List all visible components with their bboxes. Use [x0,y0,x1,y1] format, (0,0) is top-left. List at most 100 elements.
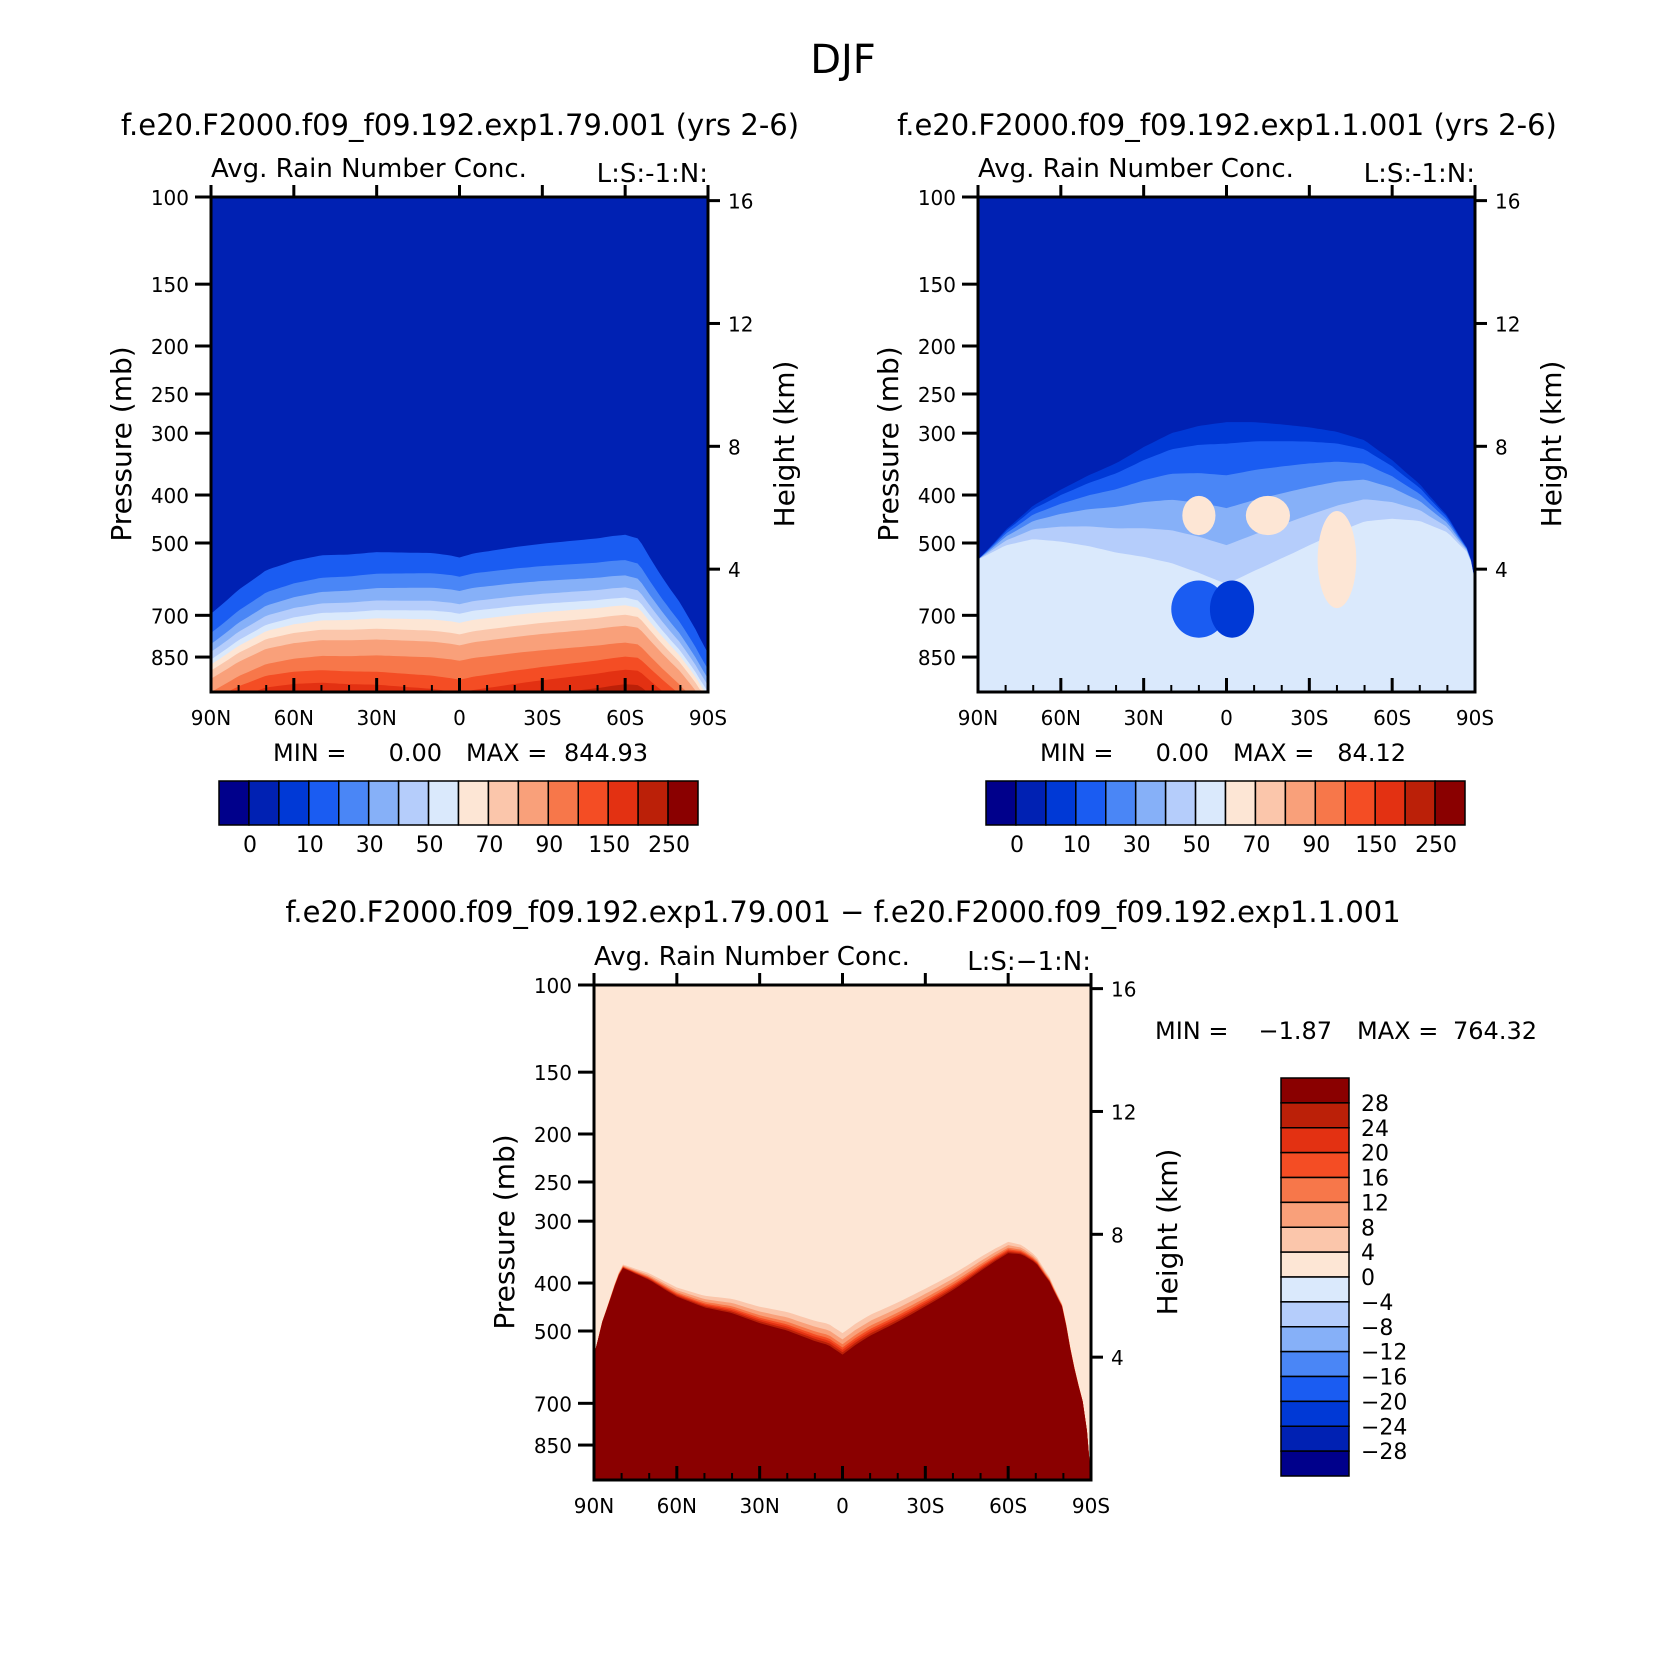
x-tick-label: 30S [906,1494,944,1518]
y2-tick-label: 4 [1111,1346,1124,1370]
colorbar-label: 4 [1361,1241,1375,1266]
colorbar-label: −28 [1361,1440,1407,1465]
x-tick-label: 90S [1072,1494,1110,1518]
colorbar-box [1015,780,1047,826]
y-tick-label: 250 [918,383,956,407]
figure-title: DJF [810,37,876,83]
y2-tick-label: 16 [1111,978,1136,1002]
colorbar-box [1280,1201,1350,1228]
colorbar-label: 70 [1242,833,1270,858]
colorbar-box [1105,780,1137,826]
colorbar-box [1134,780,1167,826]
min-value: −1.87 [1258,1017,1332,1045]
x-tick-label: 60S [1373,706,1411,730]
colorbar-box [577,780,609,826]
min-label: MIN = [1155,1017,1228,1045]
y2-tick-label: 8 [1111,1223,1124,1247]
y2-tick-label: 4 [1495,558,1508,582]
colorbar-box [487,780,520,826]
colorbar-box [338,780,370,826]
y-tick-label: 300 [534,1210,572,1234]
colorbar-box [547,780,579,826]
x-tick-label: 60N [274,706,314,730]
colorbar-box [1344,780,1376,826]
y2-tick-label: 8 [1495,435,1508,459]
colorbar-box [1280,1400,1350,1427]
y-tick-label: 300 [918,422,956,446]
colorbar-box [1280,1077,1350,1104]
y-tick-label: 100 [918,186,956,210]
y-tick-label: 200 [534,1123,572,1147]
colorbar-box [1280,1127,1350,1154]
colorbar-label: 250 [648,833,690,858]
colorbar-box [278,780,310,826]
x-tick-label: 60S [989,1494,1027,1518]
colorbar-label: 0 [243,833,257,858]
colorbar-box [308,780,340,826]
y-tick-label: 700 [151,604,189,628]
y-tick-label: 850 [918,646,956,670]
colorbar-box [427,780,460,826]
colorbar-label: 50 [416,833,444,858]
y-tick-label: 500 [534,1320,572,1344]
panel-difference: f.e20.F2000.f09_f09.192.exp1.79.001 − f.… [285,895,1537,1518]
y-tick-label: 100 [534,974,572,998]
contour-blob [1182,495,1216,536]
colorbar-label: 12 [1361,1191,1389,1216]
colorbar-box [1280,1425,1350,1452]
colorbar-box [1280,1276,1350,1303]
contour-field [978,197,1475,692]
y-tick-label: 850 [151,646,189,670]
colorbar-box [1374,780,1406,826]
colorbar-box [1314,780,1346,826]
x-tick-label: 30N [739,1494,779,1518]
max-label: MAX = [1357,1017,1438,1045]
panel-title: f.e20.F2000.f09_f09.192.exp1.79.001 (yrs… [121,108,799,142]
axes: 100 150 200 250 300 400 500 700 850 16 12 8 4 90N 60N 3… [534,973,1136,1518]
colorbar-box [248,780,280,826]
max-label: MAX = [1233,739,1314,767]
y-tick-label: 300 [151,422,189,446]
colorbar-label: 70 [475,833,503,858]
min-label: MIN = [273,739,346,767]
colorbar-box [1254,780,1287,826]
x-tick-label: 90S [1456,706,1494,730]
x-tick-label: 30S [1290,706,1328,730]
colorbar-label: 24 [1361,1117,1389,1142]
x-tick-label: 30N [1123,706,1163,730]
x-tick-label: 30S [523,706,561,730]
colorbar-label: −4 [1361,1291,1393,1316]
contour-band [211,684,708,692]
y-tick-label: 400 [534,1272,572,1296]
colorbar-label: 20 [1361,1142,1389,1167]
y-tick-label: 150 [534,1061,572,1085]
max-label: MAX = [466,739,547,767]
colorbar-box [1075,780,1107,826]
y2-tick-label: 16 [728,190,753,214]
colorbar-box [517,780,550,826]
min-value: 0.00 [1156,739,1209,767]
colorbar-label: 250 [1415,833,1457,858]
colorbar-label: 10 [296,833,324,858]
y-tick-label: 500 [918,532,956,556]
panel-title: f.e20.F2000.f09_f09.192.exp1.1.001 (yrs … [897,108,1557,142]
colorbar-box [1280,1350,1350,1378]
y-tick-label: 200 [151,335,189,359]
colorbar-box [637,780,669,826]
y2-tick-label: 12 [728,312,753,336]
colorbar-box [1280,1226,1350,1253]
colorbar-box [457,780,490,826]
contour-blob [1209,580,1255,638]
x-tick-label: 90N [574,1494,614,1518]
colorbar-box [1280,1151,1350,1179]
colorbar-label: 0 [1010,833,1024,858]
colorbar-box [985,780,1017,826]
colorbar-label: −20 [1361,1390,1407,1415]
y2-axis-label: Height (km) [1151,1149,1184,1316]
colorbar-box [1280,1301,1350,1328]
colorbar-box [1404,780,1436,826]
y-tick-label: 250 [534,1171,572,1195]
y-tick-label: 400 [918,484,956,508]
colorbar-box [1280,1450,1350,1477]
